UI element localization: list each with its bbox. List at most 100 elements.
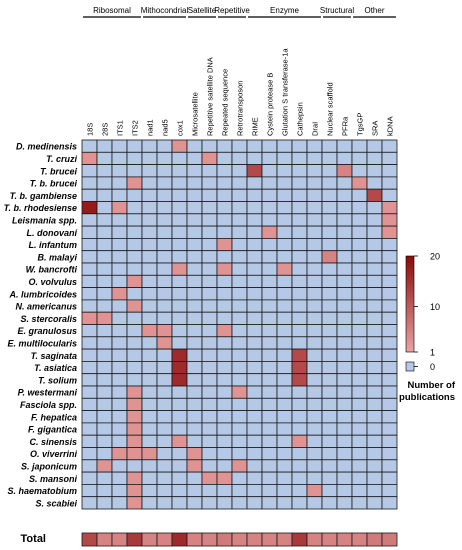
total-cell [336,532,353,547]
heatmap-cell [366,213,383,227]
heatmap-cell [261,164,278,178]
heatmap-cell [321,164,338,178]
heatmap-cell [81,151,98,166]
total-row: Total [21,532,398,547]
heatmap-cell [351,360,368,375]
heatmap-cell [261,176,278,190]
heatmap-cell [96,336,113,350]
heatmap-cell [231,188,248,202]
heatmap-cell [246,422,263,436]
heatmap-cell [351,225,368,239]
heatmap-cell [291,151,308,166]
heatmap-cell [96,434,113,448]
heatmap-cell [246,410,263,424]
heatmap-cell [261,299,278,313]
heatmap-cell [186,139,203,153]
heatmap-cell [81,262,98,276]
heatmap-cell [96,213,113,227]
heatmap-cell [261,139,278,153]
heatmap-cell [171,164,188,178]
heatmap-cell [216,410,233,424]
heatmap-cell [156,188,173,202]
heatmap-cell [111,139,128,153]
heatmap-cell [141,447,158,461]
heatmap-cell [171,471,188,485]
heatmap-cell [81,164,98,178]
heatmap-cell [186,151,203,166]
heatmap-cell [351,459,368,473]
heatmap-cell [336,360,353,375]
heatmap-cell [261,237,278,252]
heatmap-cell [81,250,98,264]
heatmap-cell [126,496,143,510]
heatmap-cell [261,225,278,239]
heatmap-cell [81,188,98,202]
heatmap-cell [96,373,113,387]
total-cell [126,532,143,547]
row-label-a-lumbricoides: A. lumbricoides [8,289,77,299]
heatmap-cell [336,336,353,350]
heatmap-cell [306,201,323,215]
group-label-mithocondrial: Mithocondrial [141,6,189,15]
heatmap-cell [246,471,263,485]
heatmap-cell [261,188,278,202]
heatmap-cell [366,188,383,202]
heatmap-cell [216,373,233,387]
heatmap-cell [321,188,338,202]
column-label-28s: 28S [101,123,110,136]
heatmap-cell [261,262,278,276]
heatmap-cell [171,151,188,166]
heatmap-cell [201,336,218,350]
heatmap-cell [336,447,353,461]
heatmap-cell [231,164,248,178]
heatmap-cell [156,164,173,178]
column-label-repeated-sequence: Repeated sequence [221,69,230,136]
group-label-other: Other [364,6,384,15]
heatmap-cell [351,397,368,411]
row-label-t-asiatica: T. asiatica [34,363,77,373]
heatmap-cell [246,483,263,498]
row-label-c-sinensis: C. sinensis [29,437,77,447]
row-label-s-japonicum: S. japonicum [21,461,77,471]
heatmap-cell [96,176,113,190]
heatmap-cell [366,336,383,350]
heatmap-cell [201,434,218,448]
heatmap-cell [81,287,98,301]
heatmap-cell [261,385,278,399]
heatmap-cell [321,250,338,264]
heatmap-cell [276,225,293,239]
heatmap-cell [291,410,308,424]
heatmap-cell [186,213,203,227]
heatmap-cell [306,151,323,166]
total-cell [186,532,203,547]
heatmap-cell [141,237,158,252]
heatmap-cell [366,299,383,313]
heatmap-cell [246,237,263,252]
heatmap-cell [111,348,128,362]
heatmap-cell [186,496,203,510]
heatmap-cell [156,373,173,387]
heatmap-cell [186,471,203,485]
heatmap-cell [141,250,158,264]
heatmap-cell [111,287,128,301]
heatmap-cell [81,225,98,239]
heatmap-cell [111,447,128,461]
heatmap-cell [366,274,383,288]
heatmap-cell [276,151,293,166]
column-groups: Ribosomal Mithocondrial SatelliteRepetitiv… [83,6,396,18]
heatmap-cell [171,213,188,227]
heatmap-cell [81,213,98,227]
legend-colorbar [405,255,415,353]
heatmap-cell [306,324,323,338]
column-label-nad5: nad5 [161,119,170,136]
heatmap-cell [201,262,218,276]
heatmap-cell [156,201,173,215]
heatmap-cell [291,188,308,202]
heatmap-cell [141,483,158,498]
column-label-glutation-s-transferase-1a: Glutation S transferase-1a [281,48,290,136]
heatmap-cell [321,471,338,485]
heatmap-cell [186,274,203,288]
heatmap-cell [201,164,218,178]
heatmap-cell [126,225,143,239]
total-cell [246,532,263,547]
